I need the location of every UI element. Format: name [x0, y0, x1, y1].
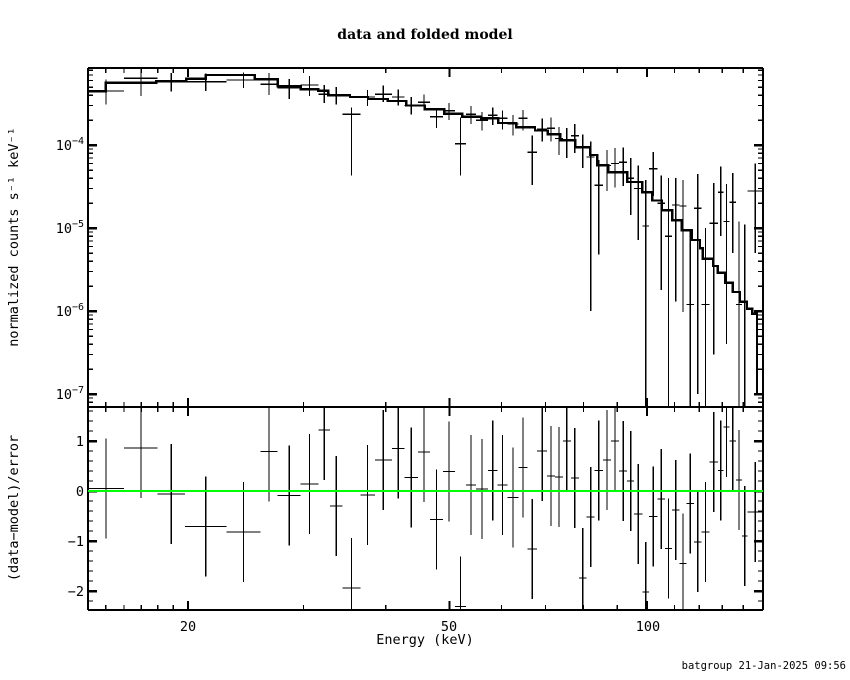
x-axis-label: Energy (keV): [376, 632, 474, 648]
y-tick-label-1: 1: [76, 434, 84, 450]
residual-points: [88, 407, 763, 610]
plot-layer: [87, 67, 764, 611]
y-tick-label-1e-5: 10−5: [56, 219, 84, 237]
spectrum-data-points: [88, 69, 763, 407]
y-tick-label-m2: −2: [68, 584, 84, 600]
axis-ticks: [88, 68, 763, 610]
x-tick-label-100: 100: [636, 619, 660, 635]
y-tick-label-1e-7: 10−7: [56, 385, 84, 403]
creator-timestamp: batgroup 21-Jan-2025 09:56: [682, 660, 846, 672]
y-axis-label-bottom: (data−model)/error: [6, 435, 22, 581]
y-tick-label-m1: −1: [68, 534, 84, 550]
page-title: data and folded model: [337, 27, 512, 43]
x-tick-label-50: 50: [441, 619, 457, 635]
y-tick-label-1e-6: 10−6: [56, 302, 84, 320]
y-axis-label-top: normalized counts s⁻¹ keV⁻¹: [6, 127, 22, 346]
y-tick-label-1e-4: 10−4: [56, 136, 84, 154]
y-tick-label-0: 0: [76, 484, 84, 500]
x-tick-label-20: 20: [180, 619, 196, 635]
